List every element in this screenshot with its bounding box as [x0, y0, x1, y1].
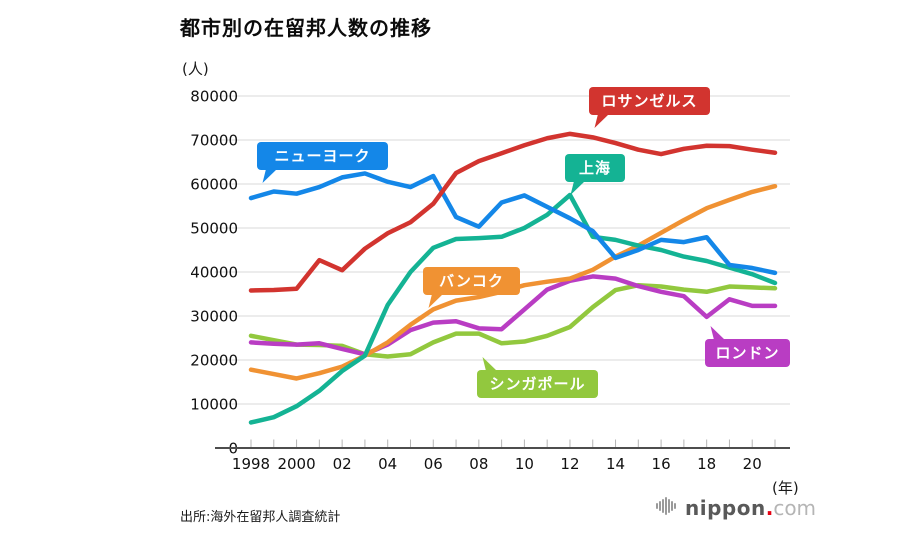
- series-line-0: [248, 131, 778, 293]
- x-tick-label-2010: 10: [515, 455, 534, 473]
- callout-text-new-york: ニューヨーク: [274, 147, 371, 165]
- x-tick-label-2020: 20: [743, 455, 762, 473]
- callout-text-los-angeles: ロサンゼルス: [601, 92, 698, 110]
- callout-text-london: ロンドン: [715, 344, 780, 362]
- series-line-2: [248, 192, 778, 425]
- label-callout-shanghai: 上海: [565, 154, 625, 182]
- x-tick-label-1998: 1998: [232, 455, 270, 473]
- source-note: 出所:海外在留邦人調査統計: [180, 510, 341, 525]
- y-tick-label-70000: 70000: [190, 132, 238, 150]
- label-callout-singapore: シンガポール: [477, 370, 598, 398]
- nippon-logo: nippon. com: [656, 495, 816, 521]
- x-tick-label-2002: 02: [333, 455, 352, 473]
- y-tick-label-50000: 50000: [190, 220, 238, 238]
- y-tick-label-80000: 80000: [190, 88, 238, 106]
- y-tick-label-20000: 20000: [190, 352, 238, 370]
- logo-text-nippon: nippon: [685, 496, 766, 520]
- x-tick-label-2014: 14: [606, 455, 625, 473]
- callout-text-singapore: シンガポール: [489, 375, 586, 393]
- x-tick-label-2006: 06: [424, 455, 443, 473]
- soundwave-icon: [656, 495, 678, 521]
- label-callout-bangkok: バンコク: [423, 267, 520, 295]
- x-tick-label-2018: 18: [697, 455, 716, 473]
- label-callout-london: ロンドン: [705, 339, 790, 367]
- x-tick-label-2012: 12: [560, 455, 579, 473]
- x-tick-label-2008: 08: [469, 455, 488, 473]
- y-axis-unit-label: (人): [182, 60, 209, 78]
- x-tick-label-2000: 2000: [277, 455, 315, 473]
- x-tick-label-2016: 16: [652, 455, 671, 473]
- y-tick-label-40000: 40000: [190, 264, 238, 282]
- series-line-1: [248, 171, 778, 276]
- logo-dot: .: [765, 496, 774, 520]
- label-callout-new-york: ニューヨーク: [257, 142, 388, 170]
- y-tick-label-10000: 10000: [190, 396, 238, 414]
- x-tick-label-2004: 04: [378, 455, 397, 473]
- y-tick-label-60000: 60000: [190, 176, 238, 194]
- callout-text-shanghai: 上海: [578, 159, 611, 177]
- label-callout-los-angeles: ロサンゼルス: [589, 87, 710, 115]
- callout-text-bangkok: バンコク: [439, 272, 504, 290]
- series-line-5: [248, 274, 778, 357]
- x-axis-unit-label: (年): [772, 479, 799, 497]
- logo-text-com: com: [773, 496, 817, 520]
- page-title: 都市別の在留邦人数の推移: [180, 16, 432, 40]
- y-tick-label-30000: 30000: [190, 308, 238, 326]
